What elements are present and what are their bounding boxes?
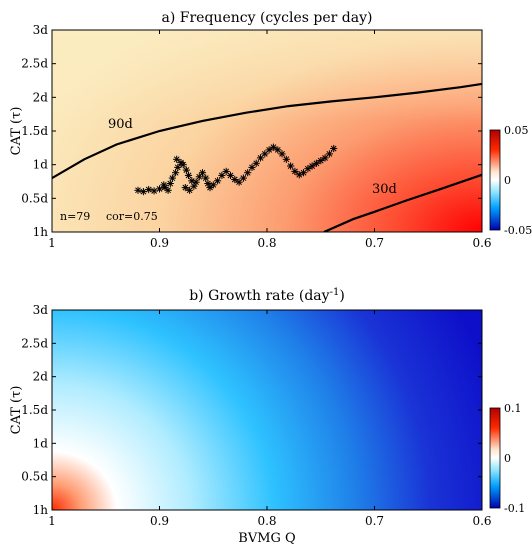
x-tick-label: 0.7 <box>365 514 384 528</box>
scatter-point <box>282 155 290 163</box>
scatter-point <box>214 177 222 185</box>
scatter-point <box>317 157 325 165</box>
x-axis-label-b: BVMG Q <box>238 531 295 546</box>
scatter-point <box>179 161 187 169</box>
annotation-n: n=79 <box>60 210 90 223</box>
scatter-point <box>186 186 194 194</box>
scatter-point <box>218 171 226 179</box>
scatter-point <box>195 173 203 181</box>
plot-area-b <box>51 309 483 511</box>
y-axis-label-b: CAT (τ) <box>9 386 24 435</box>
x-axis-b: 1 0.9 0.8 0.7 0.6 <box>48 310 492 528</box>
x-tick-label: 0.8 <box>257 236 276 250</box>
y-tick-label: 1.5d <box>21 403 48 417</box>
x-tick-label: 0.6 <box>472 514 491 528</box>
colorbar-b-max: 0.1 <box>504 402 522 415</box>
scatter-point <box>239 174 247 182</box>
colorbar-a-bar <box>489 129 501 231</box>
heatmap-b <box>52 310 482 510</box>
colorbar-b-zero: 0 <box>504 452 511 465</box>
x-axis-a: 1 0.9 0.8 0.7 0.6 <box>48 30 492 250</box>
scatter-point <box>145 186 153 194</box>
scatter-point <box>226 171 235 179</box>
colorbar-a: 0.05 0 -0.05 <box>489 124 532 237</box>
scatter-point <box>182 166 190 174</box>
colorbar-a-zero: 0 <box>504 174 511 187</box>
scatter-point <box>166 179 174 188</box>
y-tick-label: 1d <box>33 158 49 172</box>
scatter-point <box>269 143 277 151</box>
y-tick-label: 3d <box>33 303 49 317</box>
y-tick-label: 2d <box>33 90 49 104</box>
x-tick-label: 0.9 <box>150 236 169 250</box>
scatter-point <box>330 144 338 153</box>
scatter-point <box>252 159 260 167</box>
colorbar-a-max: 0.05 <box>504 124 529 137</box>
scatter-point <box>134 186 142 194</box>
scatter-point <box>291 167 299 175</box>
scatter-point <box>265 146 273 154</box>
x-tick-label: 1 <box>48 236 56 250</box>
scatter-point <box>287 162 295 170</box>
scatter-point <box>231 175 239 184</box>
panel-a-title: a) Frequency (cycles per day) <box>162 10 373 26</box>
panel-b: b) Growth rate (day-1) 1h 0.5d 1d 1.5d 2d 2.5… <box>9 287 525 546</box>
contour-line-90d <box>52 82 482 180</box>
scatter-point <box>244 169 252 177</box>
x-tick-label: 0.6 <box>472 236 491 250</box>
colorbar-b-min: -0.1 <box>504 502 525 515</box>
y-tick-label: 1d <box>33 436 49 450</box>
scatter-point <box>299 169 308 177</box>
scatter-point <box>278 150 286 158</box>
y-axis-label-a: CAT (τ) <box>9 107 24 156</box>
scatter-point <box>168 174 176 182</box>
scatter-point <box>235 178 243 186</box>
x-tick-label: 0.7 <box>365 236 384 250</box>
scatter-point <box>150 187 158 195</box>
scatter-a <box>134 143 338 196</box>
scatter-point <box>164 186 172 194</box>
colorbar-a-min: -0.05 <box>504 224 532 237</box>
scatter-point <box>325 150 333 158</box>
y-tick-label: 2.5d <box>21 336 48 350</box>
y-tick-label: 2.5d <box>21 57 48 71</box>
scatter-point <box>308 162 316 170</box>
y-tick-label: 3d <box>33 23 49 37</box>
scatter-point <box>160 181 168 189</box>
panel-b-title: b) Growth rate (day-1) <box>189 287 345 304</box>
scatter-point <box>192 178 200 186</box>
scatter-point <box>190 182 198 190</box>
annotation-cor: cor=0.75 <box>106 210 158 223</box>
y-tick-label: 0.5d <box>21 191 48 205</box>
plot-area-a <box>51 29 483 233</box>
scatter-point <box>198 169 207 177</box>
contour-line-30d <box>323 173 482 232</box>
x-tick-label: 0.8 <box>257 514 276 528</box>
contours-a <box>52 82 482 232</box>
contour-label-30d: 30d <box>372 182 397 197</box>
y-tick-label: 1h <box>33 225 49 239</box>
y-tick-label: 1h <box>33 503 49 517</box>
scatter-point <box>202 174 210 182</box>
scatter-point <box>312 159 321 167</box>
x-tick-label: 0.9 <box>150 514 169 528</box>
colorbar-b: 0.1 0 -0.1 <box>489 402 525 515</box>
scatter-point <box>184 171 193 179</box>
x-tick-label: 1 <box>48 514 56 528</box>
scatter-point <box>174 163 182 171</box>
y-tick-label: 2d <box>33 370 49 384</box>
contour-label-90d: 90d <box>108 117 133 132</box>
scatter-point <box>139 188 147 196</box>
y-axis-a: 1h 0.5d 1d 1.5d 2d 2.5d 3d <box>21 23 482 239</box>
panel-a: a) Frequency (cycles per day) 1h 0.5d 1d 1.… <box>9 10 532 250</box>
colorbar-b-bar <box>489 407 501 509</box>
scatter-point <box>173 155 181 163</box>
y-tick-label: 1.5d <box>21 124 48 138</box>
y-axis-b: 1h 0.5d 1d 1.5d 2d 2.5d 3d <box>21 303 482 517</box>
scatter-point <box>172 169 180 177</box>
y-tick-label: 0.5d <box>21 470 48 484</box>
scatter-point <box>304 165 312 173</box>
